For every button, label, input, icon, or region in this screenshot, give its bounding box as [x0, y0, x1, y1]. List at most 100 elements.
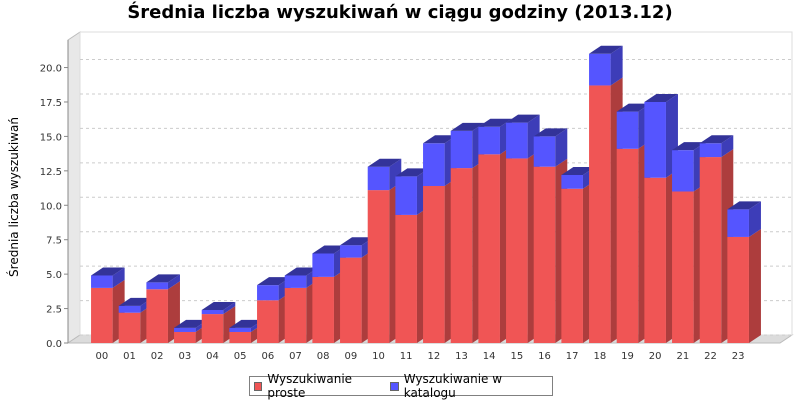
bar-1-18: [589, 53, 611, 86]
legend-item-series-0: Wyszukiwanie proste: [254, 372, 382, 400]
bar-top-10: [367, 158, 402, 167]
x-tick-label: 18: [593, 351, 606, 362]
bar-side-1-22: [721, 135, 734, 158]
x-tick-label: 05: [234, 351, 247, 362]
y-tick-label: 0.0: [46, 339, 62, 350]
bar-1-11: [395, 176, 417, 215]
bar-0-02: [146, 289, 168, 343]
bar-side-1-18: [610, 45, 623, 86]
legend-label-series-1: Wyszukiwanie w katalogu: [403, 372, 503, 400]
x-tick-label: 14: [483, 351, 496, 362]
bar-0-16: [533, 166, 556, 343]
legend-label-series-0: Wyszukiwanie proste: [267, 372, 353, 400]
bar-0-13: [450, 168, 473, 343]
bar-top-17: [561, 166, 595, 175]
bar-top-20: [644, 93, 678, 102]
bar-0-23: [727, 236, 749, 343]
bar-top-14: [478, 118, 512, 127]
bar-top-15: [506, 114, 540, 123]
y-tick-label: 5.0: [46, 270, 62, 281]
bar-0-22: [699, 157, 722, 343]
bar-1-03: [174, 327, 196, 332]
bar-1-22: [699, 143, 722, 158]
bar-top-09: [340, 237, 374, 246]
x-tick-label: 15: [510, 351, 523, 362]
x-tick-label: 20: [649, 351, 662, 362]
bar-side-0-23: [748, 228, 761, 343]
bar-1-02: [146, 282, 168, 290]
left-wall: [67, 31, 81, 344]
bar-1-13: [450, 130, 473, 169]
bar-side-1-04: [223, 301, 236, 315]
bar-0-21: [672, 191, 694, 343]
bar-1-20: [644, 101, 666, 178]
bar-1-05: [229, 327, 251, 332]
bar-top-18: [589, 45, 623, 54]
legend: Wyszukiwanie proste Wyszukiwanie w katal…: [249, 372, 553, 400]
x-tick-label: 21: [676, 351, 689, 362]
x-tick-label: 04: [206, 351, 219, 362]
y-tick-label: 2.5: [46, 305, 62, 316]
bar-1-12: [423, 143, 445, 186]
x-tick-label: 03: [178, 351, 191, 362]
bar-1-06: [257, 285, 279, 301]
bar-top-16: [533, 128, 568, 137]
bar-side-1-00: [112, 267, 125, 288]
x-tick-label: 16: [538, 351, 551, 362]
bar-1-16: [533, 136, 556, 167]
x-tick-label: 06: [261, 351, 274, 362]
bar-0-10: [367, 190, 390, 343]
bar-1-07: [284, 275, 307, 288]
bar-1-00: [91, 275, 113, 288]
x-tick-label: 00: [95, 351, 108, 362]
bar-0-11: [395, 214, 417, 343]
bar-0-09: [340, 257, 362, 343]
x-tick-label: 17: [566, 351, 579, 362]
bar-side-1-23: [748, 201, 761, 237]
bar-side-1-16: [555, 128, 568, 167]
bar-top-12: [423, 135, 457, 144]
bar-1-14: [478, 126, 500, 155]
bar-0-17: [561, 188, 583, 343]
bar-top-06: [257, 277, 291, 286]
bar-top-02: [146, 274, 180, 283]
bar-0-15: [506, 158, 528, 343]
bar-0-03: [174, 331, 196, 343]
bar-0-19: [616, 148, 639, 343]
bar-top-08: [312, 245, 346, 254]
x-tick-label: 08: [317, 351, 330, 362]
x-tick-label: 02: [151, 351, 164, 362]
x-tick-label: 13: [455, 351, 468, 362]
bar-top-01: [118, 297, 153, 306]
bar-top-05: [229, 319, 263, 328]
y-tick-label: 12.5: [40, 167, 62, 178]
chart-title: Średnia liczba wyszukiwań w ciągu godzin…: [127, 2, 673, 23]
bar-top-03: [174, 319, 208, 328]
bar-1-19: [616, 111, 639, 149]
bar-1-09: [340, 245, 362, 258]
x-tick-label: 07: [289, 351, 302, 362]
bar-1-04: [201, 309, 224, 315]
bar-0-00: [91, 287, 113, 343]
x-tick-label: 23: [732, 351, 745, 362]
bar-0-14: [478, 154, 500, 343]
x-tick-label: 22: [704, 351, 717, 362]
x-tick-label: 19: [621, 351, 634, 362]
y-tick-label: 10.0: [40, 201, 62, 212]
legend-item-series-1: Wyszukiwanie w katalogu: [390, 372, 544, 400]
legend-swatch-series-1: [390, 381, 399, 391]
bar-1-15: [506, 122, 528, 159]
bar-top-23: [727, 201, 761, 210]
bar-0-07: [284, 287, 307, 343]
bar-1-17: [561, 174, 583, 189]
bar-top-04: [201, 301, 236, 310]
bar-1-10: [367, 166, 390, 191]
bar-0-04: [201, 314, 224, 343]
y-tick-label: 15.0: [40, 132, 62, 143]
bar-0-01: [118, 312, 141, 343]
y-tick-label: 20.0: [40, 64, 62, 75]
bar-0-08: [312, 276, 334, 343]
bar-top-11: [395, 168, 429, 177]
